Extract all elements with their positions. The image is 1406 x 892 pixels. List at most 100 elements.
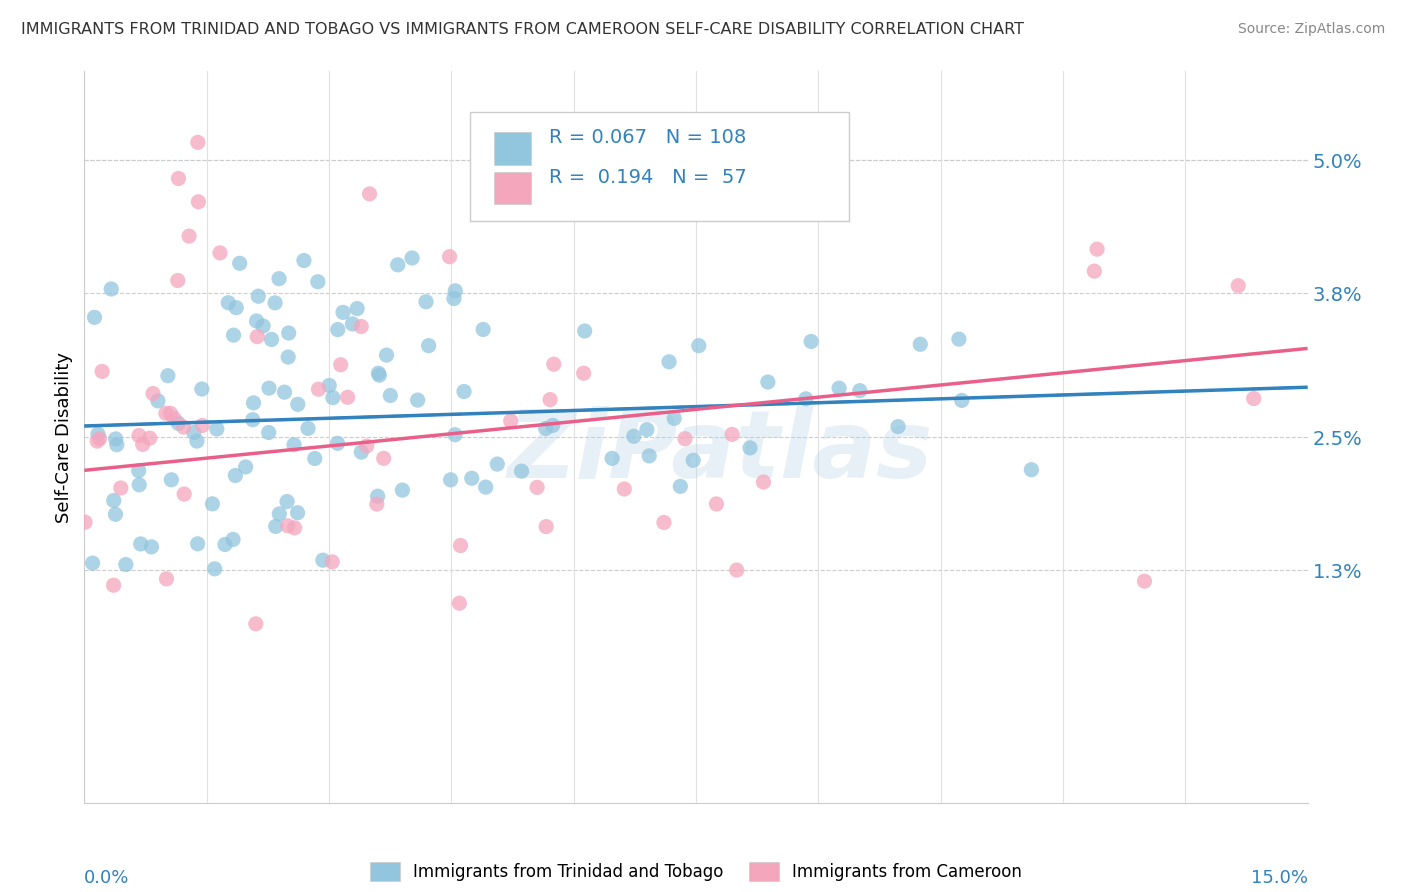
Point: [948, 332, 970, 346]
Point: [534, 519, 557, 533]
Point: [167, 417, 190, 431]
Point: [264, 519, 287, 533]
Point: [214, 537, 236, 551]
Point: [269, 507, 291, 521]
Point: [156, 368, 179, 383]
Point: [142, 386, 165, 401]
Point: [141, 540, 163, 554]
Point: [444, 427, 467, 442]
Point: [380, 388, 402, 402]
Point: [163, 411, 186, 425]
Point: [277, 350, 299, 364]
Point: [443, 292, 465, 306]
Point: [706, 497, 728, 511]
Point: [276, 494, 298, 508]
Point: [756, 375, 779, 389]
Point: [623, 429, 645, 443]
Text: ZiPatlas: ZiPatlas: [508, 406, 934, 498]
Point: [277, 326, 299, 340]
Point: [155, 572, 177, 586]
Point: [572, 366, 595, 380]
Point: [367, 489, 389, 503]
Point: [247, 289, 270, 303]
Point: [373, 451, 395, 466]
Point: [245, 314, 267, 328]
Point: [449, 596, 471, 610]
Point: [342, 317, 364, 331]
Point: [166, 273, 188, 287]
Point: [1227, 278, 1250, 293]
Point: [415, 294, 437, 309]
Point: [725, 563, 748, 577]
Point: [636, 423, 658, 437]
Point: [673, 432, 696, 446]
Point: [204, 562, 226, 576]
Point: [474, 480, 496, 494]
Point: [849, 384, 872, 398]
Point: [910, 337, 932, 351]
Point: [1133, 574, 1156, 589]
FancyBboxPatch shape: [494, 132, 531, 165]
Point: [287, 397, 309, 411]
Point: [375, 348, 398, 362]
Point: [114, 558, 136, 572]
Point: [486, 457, 509, 471]
Point: [287, 506, 309, 520]
Point: [682, 453, 704, 467]
Point: [187, 537, 209, 551]
Text: Source: ZipAtlas.com: Source: ZipAtlas.com: [1237, 22, 1385, 37]
Point: [318, 378, 340, 392]
Point: [350, 445, 373, 459]
Point: [245, 616, 267, 631]
Point: [332, 305, 354, 319]
Point: [510, 464, 533, 478]
Point: [267, 271, 290, 285]
Point: [613, 482, 636, 496]
Point: [368, 368, 391, 383]
Point: [1021, 463, 1043, 477]
Point: [304, 451, 326, 466]
Point: [104, 432, 127, 446]
Point: [103, 493, 125, 508]
Point: [499, 414, 522, 428]
Point: [217, 295, 239, 310]
Point: [326, 322, 349, 336]
Point: [346, 301, 368, 316]
Point: [308, 382, 330, 396]
Point: [146, 393, 169, 408]
Point: [173, 420, 195, 434]
Point: [541, 418, 564, 433]
Point: [418, 339, 440, 353]
Point: [129, 537, 152, 551]
Point: [105, 438, 128, 452]
Point: [312, 553, 335, 567]
Point: [472, 322, 495, 336]
Point: [155, 406, 177, 420]
Point: [283, 438, 305, 452]
Point: [173, 487, 195, 501]
Point: [191, 382, 214, 396]
Point: [103, 578, 125, 592]
Point: [205, 422, 228, 436]
Text: R = 0.067   N = 108: R = 0.067 N = 108: [550, 128, 747, 147]
Point: [453, 384, 475, 399]
Point: [257, 381, 280, 395]
Point: [191, 418, 214, 433]
Point: [242, 396, 264, 410]
Point: [86, 434, 108, 449]
Point: [526, 480, 548, 494]
Point: [186, 434, 208, 449]
Point: [246, 329, 269, 343]
Point: [167, 171, 190, 186]
Point: [228, 256, 250, 270]
Point: [100, 282, 122, 296]
Point: [574, 324, 596, 338]
Point: [87, 427, 110, 442]
Point: [82, 556, 104, 570]
Point: [307, 275, 329, 289]
Point: [538, 392, 561, 407]
Point: [277, 518, 299, 533]
Text: 0.0%: 0.0%: [84, 870, 129, 888]
Point: [252, 318, 274, 333]
Point: [222, 533, 245, 547]
